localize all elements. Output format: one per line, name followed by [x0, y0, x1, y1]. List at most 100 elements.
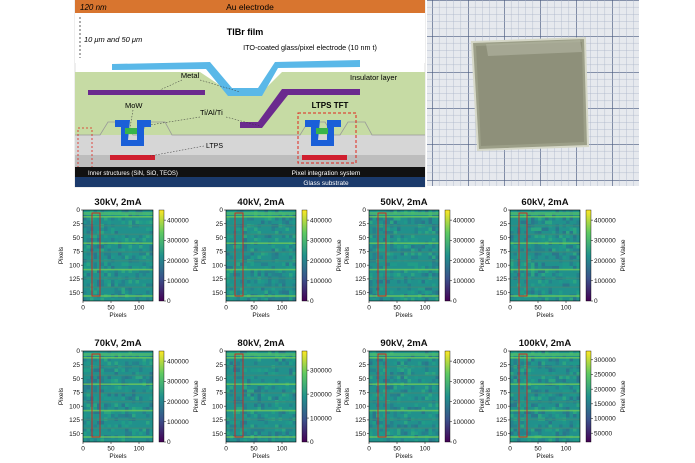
heatmap-cell	[240, 280, 244, 284]
heatmap-cell	[261, 407, 265, 411]
heatmap-cell	[254, 262, 258, 266]
heatmap-cell	[576, 248, 580, 252]
heatmap-cell	[128, 431, 132, 435]
heatmap-cell	[100, 220, 104, 224]
heatmap-cell	[404, 245, 408, 249]
heatmap-cell	[243, 407, 247, 411]
heatmap-cell	[559, 248, 563, 252]
heatmap-cell	[527, 248, 531, 252]
heatmap-cell	[139, 255, 143, 259]
heatmap-cell	[261, 414, 265, 418]
heatmap-cell	[114, 269, 118, 273]
heatmap-cell	[229, 266, 233, 270]
electrode-label: Au electrode	[226, 2, 274, 12]
heatmap-cell	[128, 213, 132, 217]
heatmap-cell	[538, 379, 542, 383]
heatmap-cell	[421, 410, 425, 414]
x-tick-label: 50	[393, 446, 401, 453]
heatmap-stripe	[369, 251, 439, 253]
heatmap-cell	[268, 297, 272, 301]
heatmap-cell	[520, 213, 524, 217]
heatmap-cell	[285, 227, 289, 231]
heatmap-cell	[278, 386, 282, 390]
heatmap-cell	[93, 424, 97, 428]
heatmap-cell	[383, 354, 387, 358]
heatmap-cell	[425, 431, 429, 435]
heatmap-cell	[275, 396, 279, 400]
heatmap-cell	[254, 245, 258, 249]
heatmap-cell	[541, 375, 545, 379]
heatmap-cell	[292, 220, 296, 224]
colorbar-label: Pixel Value	[193, 380, 200, 412]
heatmap-cell	[250, 252, 254, 256]
heatmap-cell	[418, 407, 422, 411]
heatmap-cell	[513, 297, 517, 301]
heatmap-cell	[275, 255, 279, 259]
heatmap-cell	[414, 431, 418, 435]
heatmap-stripe	[510, 286, 580, 288]
heatmap-cell	[562, 431, 566, 435]
heatmap-cell	[517, 438, 521, 442]
heatmap-cell	[83, 269, 87, 273]
heatmap-cell	[128, 375, 132, 379]
heatmap-cell	[527, 389, 531, 393]
heatmap-cell	[393, 262, 397, 266]
heatmap-cell	[562, 428, 566, 432]
heatmap-cell	[285, 421, 289, 425]
heatmap-cell	[432, 255, 436, 259]
heatmap-cell	[411, 234, 415, 238]
x-tick-label: 0	[367, 305, 371, 312]
heatmap-cell	[135, 407, 139, 411]
heatmap-stripe	[83, 418, 153, 421]
heatmap-cell	[107, 273, 111, 277]
heatmap-cell	[121, 269, 125, 273]
heatmap-cell	[83, 358, 87, 362]
heatmap-cell	[569, 424, 573, 428]
y-tick-label: 125	[496, 417, 507, 424]
heatmap-cell	[407, 396, 411, 400]
heatmap-cell	[386, 220, 390, 224]
heatmap-cell	[121, 248, 125, 252]
heatmap-cell	[569, 421, 573, 425]
heatmap-cell	[142, 396, 146, 400]
heatmap-cell	[404, 283, 408, 287]
heatmap-cell	[236, 245, 240, 249]
heatmap-cell	[548, 396, 552, 400]
heatmap-cell	[407, 372, 411, 376]
heatmap-cell	[545, 379, 549, 383]
heatmap-cell	[250, 234, 254, 238]
heatmap-cell	[100, 262, 104, 266]
heatmap-cell	[428, 262, 432, 266]
heatmap-cell	[576, 255, 580, 259]
heatmap-cell	[397, 372, 401, 376]
heatmap-cell	[285, 386, 289, 390]
detector-photo	[427, 0, 639, 186]
heatmap-cell	[369, 375, 373, 379]
heatmap-stripe	[83, 268, 153, 271]
heatmap-cell	[132, 266, 136, 270]
heatmap-cell	[275, 379, 279, 383]
heatmap-cell	[282, 262, 286, 266]
heatmap-cell	[121, 217, 125, 221]
heatmap-cell	[254, 213, 258, 217]
heatmap-cell	[100, 297, 104, 301]
heatmap-cell	[372, 234, 376, 238]
plot-frame	[225, 209, 297, 302]
heatmap-stripe	[83, 409, 153, 412]
heatmap-cell	[411, 213, 415, 217]
heatmap-cell	[271, 238, 275, 242]
heatmap-cell	[404, 393, 408, 397]
heatmap-cell	[83, 287, 87, 291]
heatmap-cell	[510, 262, 514, 266]
heatmap-cell	[379, 379, 383, 383]
y-tick-label: 75	[73, 390, 81, 397]
heatmap-cell	[268, 234, 272, 238]
colorbar-tick-label: 400000	[594, 217, 616, 224]
heatmap-cell	[271, 231, 275, 235]
heatmap-cell	[552, 424, 556, 428]
heatmap-cell	[149, 386, 153, 390]
heatmap-cell	[240, 245, 244, 249]
heatmap-cell	[104, 358, 108, 362]
heatmap-cell	[107, 393, 111, 397]
ltps-tft-label: LTPS TFT	[312, 101, 349, 110]
